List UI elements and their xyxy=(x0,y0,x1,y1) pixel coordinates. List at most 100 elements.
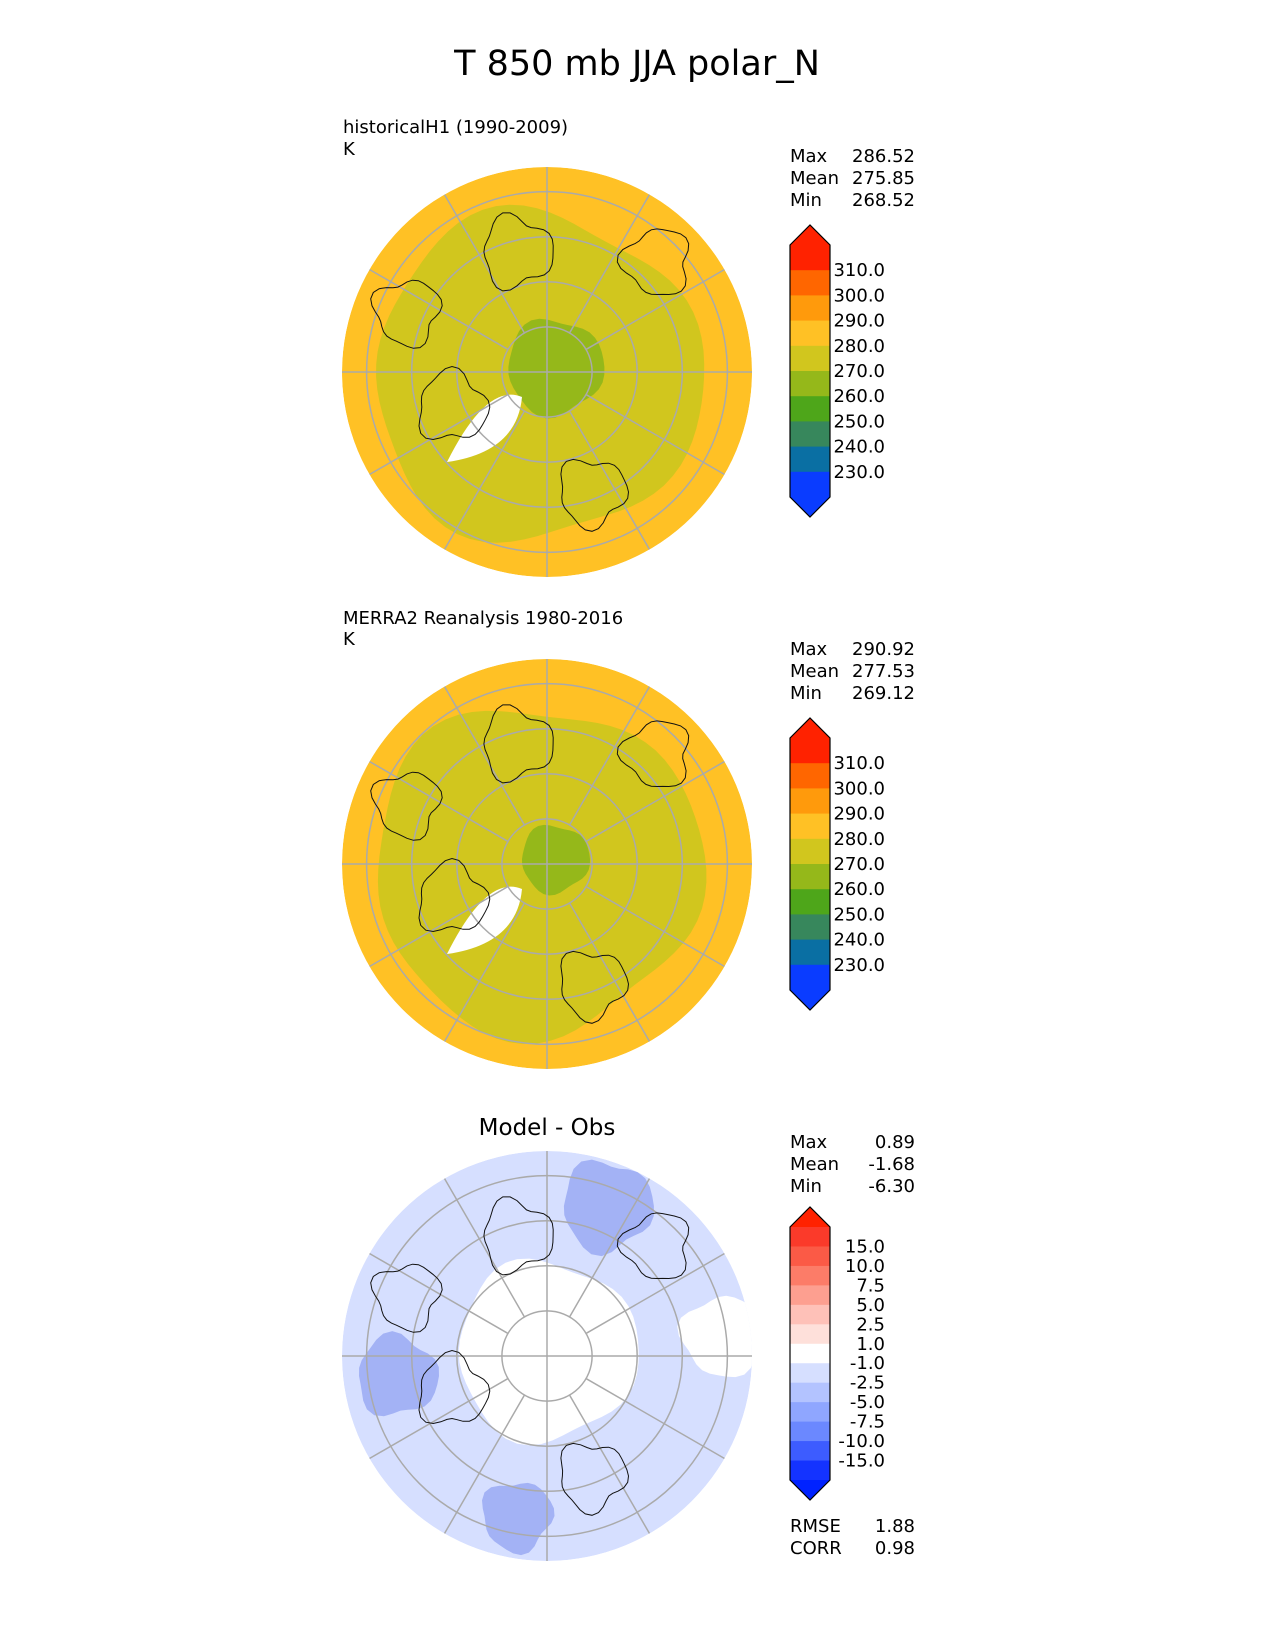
colorbar-segment xyxy=(790,1402,830,1423)
colorbar-segment xyxy=(790,345,830,372)
panel-units: K xyxy=(343,629,356,650)
panel-title: Model - Obs xyxy=(479,1115,616,1141)
colorbar-segment xyxy=(790,371,830,397)
stat-value: 290.92 xyxy=(852,639,915,660)
colorbar-arrow-top xyxy=(790,718,830,738)
stat-value: -1.68 xyxy=(868,1154,915,1175)
metric-label: CORR xyxy=(790,1538,842,1559)
figure-title: T 850 mb JJA polar_N xyxy=(453,44,820,84)
colorbar-tick-label: 260.0 xyxy=(833,879,885,900)
colorbar-arrow-bottom xyxy=(790,497,830,517)
colorbar-tick-label: 310.0 xyxy=(833,753,885,774)
stat-value: 269.12 xyxy=(852,683,915,704)
colorbar-segment xyxy=(790,1382,830,1403)
colorbar-segment xyxy=(790,1246,830,1267)
colorbar-segment xyxy=(790,295,830,322)
polar-map xyxy=(342,659,752,1069)
colorbar-segment xyxy=(790,1227,830,1247)
stat-value: 286.52 xyxy=(852,146,915,167)
colorbar-segment xyxy=(790,914,830,941)
colorbar-arrow-bottom xyxy=(790,1480,830,1500)
stat-label: Min xyxy=(790,1176,822,1197)
colorbar-tick-label: -10.0 xyxy=(838,1431,885,1452)
colorbar-tick-label: 230.0 xyxy=(833,955,885,976)
polar-map xyxy=(342,1151,752,1561)
stat-label: Max xyxy=(790,639,828,660)
colorbar-tick-label: 1.0 xyxy=(856,1334,885,1355)
colorbar-segment xyxy=(790,738,830,764)
stats: Max 290.92 Mean 277.53 Min 269.12 xyxy=(790,639,915,704)
colorbar-segment xyxy=(790,446,830,473)
stat-label: Min xyxy=(790,683,822,704)
colorbar-tick-label: 250.0 xyxy=(833,411,885,432)
colorbar-tick-label: 300.0 xyxy=(833,285,885,306)
colorbar-segment xyxy=(790,1265,830,1286)
stat-value: 277.53 xyxy=(852,661,915,682)
colorbar-tick-label: 230.0 xyxy=(833,462,885,483)
stat-label: Mean xyxy=(790,661,839,682)
colorbar-segment xyxy=(790,1324,830,1345)
colorbar-tick-label: 250.0 xyxy=(833,904,885,925)
panel-1: historicalH1 (1990-2009)K Max 286.52 Mean 27… xyxy=(342,117,915,577)
colorbar-tick-label: 10.0 xyxy=(845,1256,885,1277)
colorbar-segment xyxy=(790,813,830,840)
polar-map xyxy=(342,167,752,577)
colorbar-tick-label: 270.0 xyxy=(833,361,885,382)
stats: Max 286.52 Mean 275.85 Min 268.52 xyxy=(790,146,915,211)
stat-label: Max xyxy=(790,1132,828,1153)
colorbar-tick-label: 7.5 xyxy=(856,1275,885,1296)
colorbar-segment xyxy=(790,396,830,422)
colorbar-tick-label: 280.0 xyxy=(833,336,885,357)
colorbar-segment xyxy=(790,1441,830,1462)
panel-3: Model - Obs Max 0.89 Mean -1.68 Min -6.30 RMSE 1… xyxy=(342,1115,915,1561)
stat-value: -6.30 xyxy=(868,1176,915,1197)
stat-value: 268.52 xyxy=(852,190,915,211)
stats: Max 0.89 Mean -1.68 Min -6.30 RMSE 1.88 CORR 0.98 xyxy=(790,1132,915,1559)
colorbar-segment xyxy=(790,421,830,448)
colorbar-tick-label: 15.0 xyxy=(845,1236,885,1257)
stat-label: Mean xyxy=(790,1154,839,1175)
colorbar-tick-label: 270.0 xyxy=(833,854,885,875)
colorbar-tick-label: 280.0 xyxy=(833,829,885,850)
colorbar-tick-label: -5.0 xyxy=(850,1392,885,1413)
colorbar-segment xyxy=(790,864,830,890)
colorbar-tick-label: 5.0 xyxy=(856,1295,885,1316)
colorbar-arrow-bottom xyxy=(790,990,830,1010)
colorbar: 310.0 300.0 290.0 280.0 270.0 260.0 250.0 240.0… xyxy=(789,224,885,518)
colorbar-segment xyxy=(790,939,830,966)
colorbar-segment xyxy=(790,1460,830,1481)
colorbar-tick-label: -1.0 xyxy=(850,1353,885,1374)
colorbar-segment xyxy=(790,1343,830,1364)
stat-value: 275.85 xyxy=(852,168,915,189)
colorbar-segment xyxy=(790,1363,830,1384)
panel-subtitle: historicalH1 (1990-2009) xyxy=(343,117,568,138)
panel-subtitle: MERRA2 Reanalysis 1980-2016 xyxy=(343,608,623,629)
colorbar-tick-label: 240.0 xyxy=(833,930,885,951)
colorbar-segment xyxy=(790,763,830,789)
colorbar-tick-label: -15.0 xyxy=(838,1451,885,1472)
colorbar-segment xyxy=(790,320,830,347)
colorbar-segment xyxy=(790,838,830,865)
colorbar-segment xyxy=(790,245,830,271)
colorbar-tick-label: -7.5 xyxy=(850,1412,885,1433)
metric-value: 0.98 xyxy=(875,1538,915,1559)
colorbar-tick-label: 290.0 xyxy=(833,311,885,332)
colorbar-segment xyxy=(790,471,830,498)
colorbar-arrow-top xyxy=(790,1207,830,1227)
stat-label: Mean xyxy=(790,168,839,189)
colorbar-tick-label: 310.0 xyxy=(833,260,885,281)
colorbar-segment xyxy=(790,889,830,915)
colorbar-arrow-top xyxy=(790,225,830,245)
colorbar-segment xyxy=(790,788,830,815)
panel-units: K xyxy=(343,139,356,160)
colorbar: 310.0 300.0 290.0 280.0 270.0 260.0 250.0 240.0… xyxy=(789,717,885,1011)
stat-label: Min xyxy=(790,190,822,211)
colorbar-tick-label: 300.0 xyxy=(833,778,885,799)
colorbar-segment xyxy=(790,964,830,991)
metric-value: 1.88 xyxy=(875,1516,915,1537)
colorbar-tick-label: -2.5 xyxy=(850,1373,885,1394)
stat-label: Max xyxy=(790,146,828,167)
colorbar-tick-label: 2.5 xyxy=(856,1314,885,1335)
